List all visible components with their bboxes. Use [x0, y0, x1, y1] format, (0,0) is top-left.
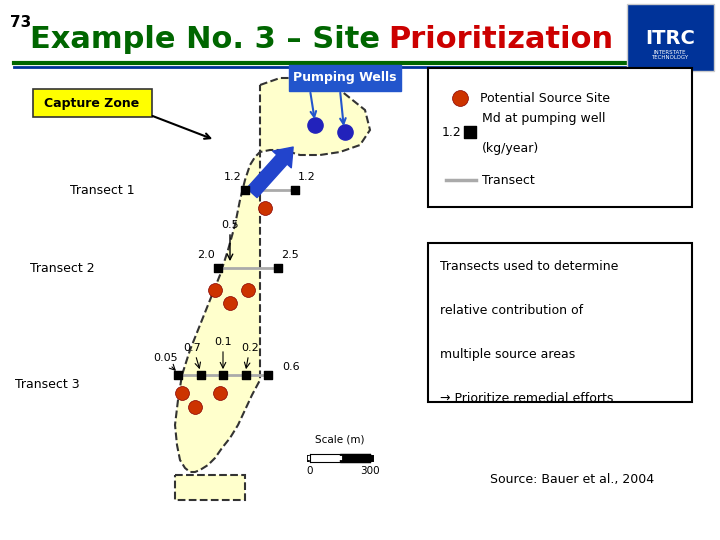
- FancyBboxPatch shape: [428, 243, 692, 402]
- Point: [224, 299, 235, 307]
- Point: [272, 264, 284, 272]
- Text: ITRC: ITRC: [645, 29, 695, 48]
- Text: Md at pumping well: Md at pumping well: [482, 112, 606, 125]
- FancyBboxPatch shape: [33, 89, 152, 117]
- Point: [310, 120, 321, 129]
- Text: Prioritization: Prioritization: [388, 25, 613, 55]
- Text: 0: 0: [307, 466, 313, 476]
- Text: Transect 3: Transect 3: [15, 379, 80, 392]
- Text: 1.2: 1.2: [442, 125, 462, 138]
- Text: 0.1: 0.1: [214, 337, 232, 347]
- Point: [339, 127, 351, 136]
- Point: [262, 370, 274, 379]
- Text: Example No. 3 – Site: Example No. 3 – Site: [30, 25, 391, 55]
- Text: 2.5: 2.5: [281, 250, 299, 260]
- Text: 1.2: 1.2: [224, 172, 242, 182]
- Text: 0.05: 0.05: [153, 353, 179, 363]
- FancyBboxPatch shape: [627, 4, 714, 71]
- Point: [217, 370, 229, 379]
- Text: 2.0: 2.0: [197, 250, 215, 260]
- Point: [289, 186, 301, 194]
- Text: Transect: Transect: [482, 173, 535, 186]
- FancyBboxPatch shape: [428, 68, 692, 207]
- Text: Source: Bauer et al., 2004: Source: Bauer et al., 2004: [490, 474, 654, 487]
- FancyBboxPatch shape: [289, 65, 401, 91]
- Point: [239, 186, 251, 194]
- Text: INTERSTATE
TECHNOLOGY: INTERSTATE TECHNOLOGY: [652, 50, 688, 60]
- Point: [242, 286, 253, 294]
- FancyArrowPatch shape: [247, 147, 293, 198]
- Point: [172, 370, 184, 379]
- Text: Scale (m): Scale (m): [315, 434, 365, 444]
- Point: [454, 93, 466, 102]
- Text: Potential Source Site: Potential Source Site: [480, 91, 610, 105]
- Point: [210, 286, 221, 294]
- Point: [215, 389, 226, 397]
- Text: 0.2: 0.2: [242, 343, 259, 353]
- Text: 0.7: 0.7: [184, 343, 202, 353]
- Point: [464, 127, 476, 136]
- Text: 0.6: 0.6: [282, 362, 300, 372]
- Text: 300: 300: [360, 466, 380, 476]
- Point: [212, 264, 224, 272]
- Text: Transect 2: Transect 2: [30, 261, 94, 274]
- Text: Pumping Wells: Pumping Wells: [293, 71, 397, 84]
- Point: [189, 403, 201, 411]
- Text: Transects used to determine

relative contribution of

multiple source areas

→ : Transects used to determine relative con…: [440, 260, 618, 405]
- Text: 73: 73: [10, 15, 31, 30]
- Text: Capture Zone: Capture Zone: [45, 97, 140, 110]
- Point: [240, 370, 251, 379]
- Text: (kg/year): (kg/year): [482, 142, 539, 155]
- Point: [194, 370, 206, 379]
- Text: Transect 1: Transect 1: [70, 184, 135, 197]
- Polygon shape: [175, 78, 370, 472]
- Point: [176, 389, 188, 397]
- Text: 1.2: 1.2: [298, 172, 316, 182]
- Text: 0.5: 0.5: [221, 220, 239, 230]
- Point: [259, 204, 271, 212]
- Polygon shape: [175, 475, 245, 500]
